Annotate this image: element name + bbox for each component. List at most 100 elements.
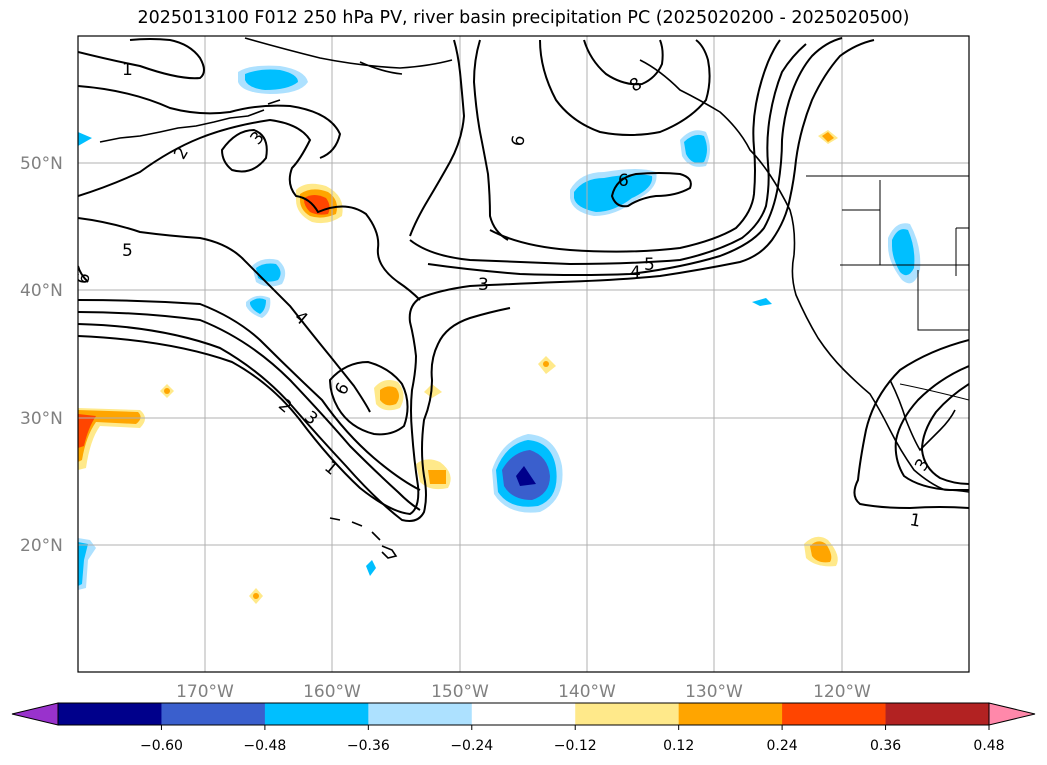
pv-contour — [78, 38, 205, 80]
colorbar-frame — [57, 702, 990, 726]
precip-positive-region — [380, 386, 399, 406]
contour-label: 6 — [618, 171, 629, 191]
us-mexico-border — [899, 383, 969, 401]
precip-negative-region — [78, 132, 92, 146]
contour-label: 5 — [644, 255, 655, 275]
colorbar-tick-label: −0.60 — [140, 738, 183, 754]
precip-negative-region — [256, 263, 281, 282]
lon-label: 130°W — [685, 682, 743, 702]
colorbar-tick-label: −0.24 — [450, 738, 493, 754]
colorbar-tick-label: 0.24 — [767, 738, 798, 754]
colorbar-segment — [368, 703, 473, 725]
pv-contours — [78, 37, 969, 522]
lon-label: 140°W — [558, 682, 616, 702]
pv-contour — [409, 43, 807, 266]
precip-negative-region — [250, 298, 266, 314]
pv-contour — [894, 365, 969, 491]
north-america-coast — [791, 254, 969, 493]
precip-positive-region — [428, 470, 446, 484]
precip-negative-region — [516, 466, 536, 486]
precip-positive-region — [253, 593, 259, 599]
precip-negative-region — [684, 134, 707, 163]
graticule — [78, 36, 969, 672]
map-title: 2025013100 F012 250 hPa PV, river basin … — [137, 8, 910, 28]
contour-label: 6 — [73, 272, 95, 286]
precip-negative-region — [752, 298, 772, 306]
precip-positive-region — [78, 410, 141, 462]
precip-negative-region — [245, 69, 298, 90]
colorbar-tick-label: −0.36 — [347, 738, 390, 754]
pv-contour — [78, 118, 421, 301]
pv-contour — [78, 39, 875, 516]
colorbar: −0.60 −0.48 −0.36 −0.24 −0.12 0.12 0.24 0.36 0.4… — [11, 702, 1036, 754]
colorbar-segment — [264, 703, 369, 725]
pv-contour — [539, 39, 711, 136]
lon-label: 120°W — [813, 682, 871, 702]
lat-label: 50°N — [20, 154, 63, 174]
contour-label: 1 — [122, 60, 133, 80]
contour-label: 3 — [911, 455, 934, 474]
map-frame — [77, 35, 970, 673]
pv-contour — [78, 307, 511, 522]
colorbar-segment — [471, 703, 576, 725]
colorbar-tick-label: −0.12 — [554, 738, 597, 754]
pv-contour — [328, 360, 409, 436]
pv-contour — [427, 37, 843, 276]
precip-positive-region — [78, 414, 96, 448]
latitude-labels: 50°N 40°N 30°N 20°N — [20, 154, 63, 556]
colorbar-segment — [58, 703, 162, 725]
pv-contour — [472, 39, 509, 241]
alaska-panhandle-coast — [639, 59, 796, 256]
colorbar-segment — [678, 703, 783, 725]
alaska-coast — [244, 37, 453, 75]
colorbar-segment — [575, 703, 680, 725]
colorbar-tick-label: −0.48 — [243, 738, 286, 754]
baja-coast — [889, 379, 956, 452]
colorbar-tick-label: 0.36 — [870, 738, 901, 754]
precip-negative-region — [78, 542, 88, 586]
colorbar-segment — [885, 703, 990, 725]
contour-label: 4 — [630, 263, 641, 283]
pv-contour — [78, 299, 421, 491]
colorbar-extend-low — [11, 702, 59, 726]
precip-shading — [78, 65, 921, 604]
precip-positive-region — [810, 541, 832, 563]
lat-label: 30°N — [20, 409, 63, 429]
precip-positive-region — [424, 384, 442, 398]
political-borders — [806, 175, 969, 401]
colorbar-tick-label: 0.12 — [663, 738, 694, 754]
precip-positive-region — [543, 361, 549, 367]
precip-positive-region — [822, 132, 834, 142]
pv-contour — [489, 39, 781, 253]
pv-contour — [583, 39, 664, 86]
precip-negative-region — [366, 560, 376, 576]
precip-negative-region — [892, 229, 915, 276]
hawaii-island — [329, 517, 398, 559]
lat-label: 20°N — [20, 536, 63, 556]
contour-label: 8 — [626, 74, 645, 97]
pv-contour — [920, 383, 969, 485]
longitude-labels: 170°W 160°W 150°W 140°W 130°W 120°W — [176, 682, 871, 702]
map-area: 1 2 3 5 6 4 2 3 1 6 3 4 5 6 8 6 3 1 — [73, 36, 969, 672]
contour-label: 3 — [478, 275, 489, 295]
pv-contour — [78, 311, 421, 511]
colorbar-segment — [161, 703, 266, 725]
contour-label: 1 — [908, 510, 922, 532]
aleutian-islands — [99, 99, 281, 143]
contour-label: 1 — [320, 457, 341, 479]
contour-label: 6 — [508, 134, 530, 148]
lon-label: 160°W — [303, 682, 361, 702]
lon-label: 170°W — [176, 682, 234, 702]
pv-contour — [409, 39, 466, 237]
colorbar-segment — [782, 703, 887, 725]
pv-contour — [78, 85, 342, 159]
pv-contour — [610, 172, 692, 208]
pv-contour — [220, 128, 268, 173]
us-state-boundary — [840, 180, 969, 331]
pv-contour — [853, 339, 969, 510]
contour-label: 5 — [122, 241, 133, 261]
coastlines — [99, 37, 969, 559]
colorbar-extend-high — [988, 702, 1036, 726]
colorbar-tick-label: 0.48 — [973, 738, 1004, 754]
